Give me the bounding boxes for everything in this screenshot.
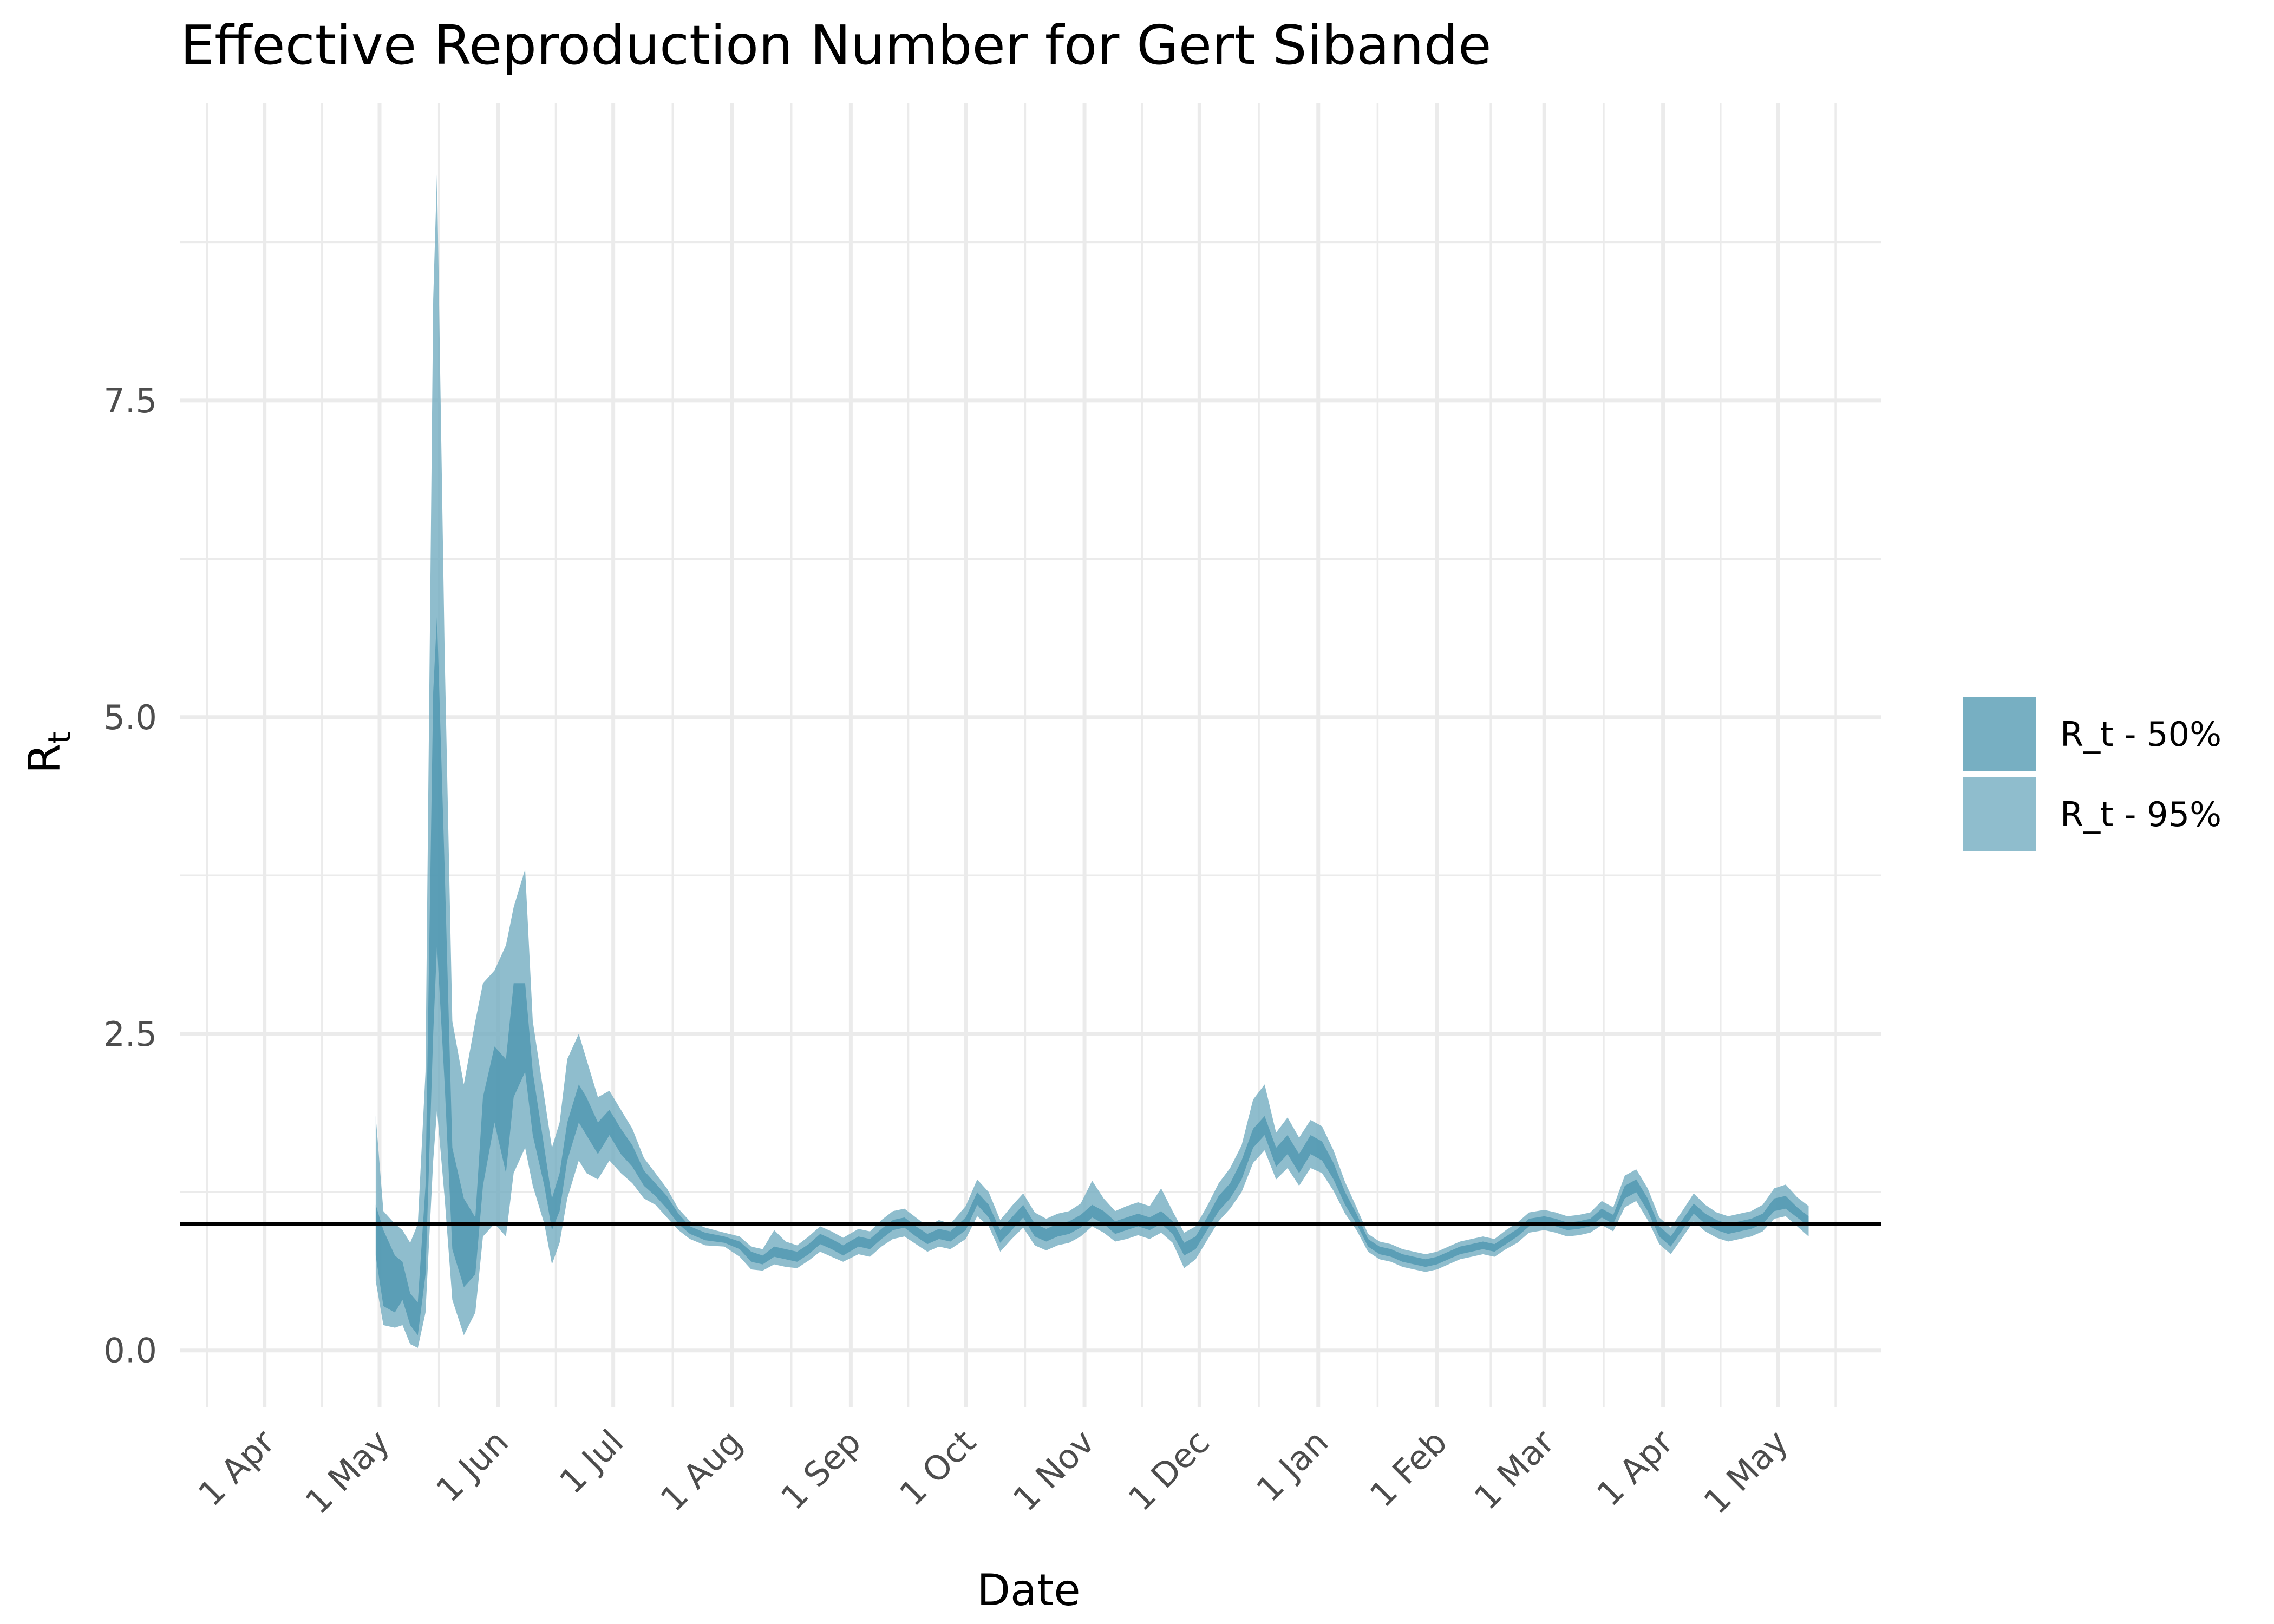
- x-tick-label-9: 1 Jan: [1249, 1422, 1336, 1509]
- x-tick-label-10: 1 Feb: [1362, 1422, 1455, 1515]
- x-tick-label-0: 1 Apr: [191, 1422, 283, 1514]
- y-axis-title-main: R: [19, 744, 70, 774]
- x-tick-label-6: 1 Oct: [892, 1422, 983, 1514]
- legend: R_t - 50% R_t - 95%: [1963, 697, 2221, 851]
- x-axis-ticks: 1 Apr 1 May 1 Jun 1 Jul 1 Aug 1 Sep 1 Oct 1 Nov…: [191, 1422, 1795, 1522]
- x-tick-label-12: 1 Apr: [1589, 1422, 1681, 1514]
- x-tick-label-1: 1 May: [298, 1422, 397, 1522]
- y-tick-label-2: 5.0: [103, 698, 157, 737]
- legend-swatch-r-t-95: [1963, 777, 2036, 851]
- y-tick-label-1: 2.5: [103, 1014, 157, 1054]
- y-tick-label-0: 0.0: [103, 1331, 157, 1371]
- ribbon-layer: [375, 172, 1809, 1348]
- legend-label-r-t-95: R_t - 95%: [2060, 795, 2221, 834]
- y-tick-label-3: 7.5: [103, 381, 157, 421]
- x-tick-label-2: 1 Jun: [428, 1422, 516, 1510]
- legend-swatch-r-t-50: [1963, 697, 2036, 771]
- x-tick-label-11: 1 Mar: [1467, 1422, 1563, 1518]
- y-axis-title-subscript: t: [41, 731, 78, 744]
- x-axis-title: Date: [977, 1565, 1080, 1615]
- x-tick-label-5: 1 Sep: [773, 1422, 868, 1517]
- x-tick-label-13: 1 May: [1696, 1422, 1795, 1522]
- x-tick-label-3: 1 Jul: [552, 1422, 631, 1501]
- chart-title: Effective Reproduction Number for Gert S…: [180, 14, 1492, 77]
- x-tick-label-7: 1 Nov: [1005, 1422, 1102, 1519]
- ribbon-r-t-95: [375, 172, 1809, 1348]
- legend-label-r-t-50: R_t - 50%: [2060, 715, 2221, 754]
- x-tick-label-4: 1 Aug: [653, 1422, 750, 1519]
- grid-minor-lines: [180, 103, 1881, 1407]
- y-axis-title: Rt: [19, 731, 78, 774]
- y-axis-ticks: 0.0 2.5 5.0 7.5: [103, 381, 157, 1371]
- x-tick-label-8: 1 Dec: [1121, 1422, 1217, 1518]
